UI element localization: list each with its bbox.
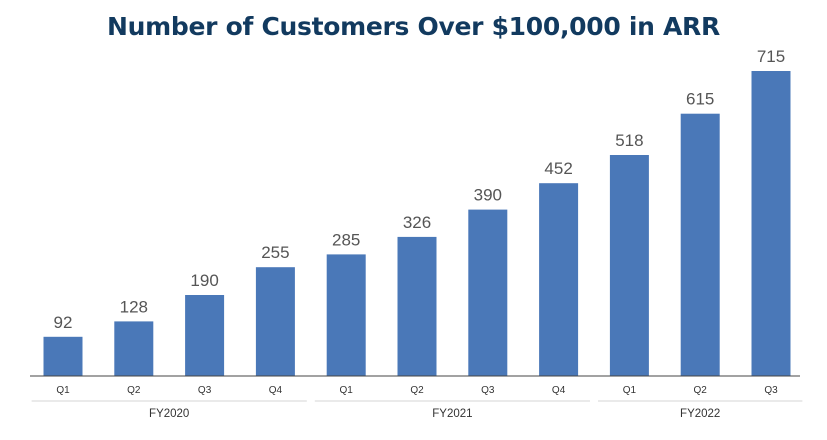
x-tick-label: Q3 bbox=[481, 385, 495, 396]
bar-value-label: 285 bbox=[332, 230, 360, 249]
bar-11 bbox=[751, 71, 791, 376]
bar-1 bbox=[43, 336, 83, 376]
bar-value-label: 255 bbox=[261, 243, 289, 262]
bar-2 bbox=[114, 321, 154, 376]
group-label: FY2021 bbox=[432, 408, 472, 420]
chart-title: Number of Customers Over $100,000 in ARR bbox=[107, 12, 720, 41]
bar-8 bbox=[539, 183, 579, 376]
x-tick-label: Q1 bbox=[56, 385, 70, 396]
x-tick-label: Q1 bbox=[340, 385, 354, 396]
bar-value-label: 390 bbox=[474, 186, 502, 205]
bar-value-label: 452 bbox=[544, 159, 572, 178]
bar-value-label: 518 bbox=[615, 131, 643, 150]
x-tick-label: Q4 bbox=[552, 385, 566, 396]
bar-value-label: 190 bbox=[190, 271, 218, 290]
bar-7 bbox=[468, 209, 508, 376]
bar-value-label: 615 bbox=[686, 90, 714, 109]
bar-10 bbox=[680, 113, 720, 376]
bar-value-label: 326 bbox=[403, 213, 431, 232]
bar-9 bbox=[609, 155, 649, 376]
value-labels-layer: 92 128 190 255 285 326 390 452 518 615 715 bbox=[54, 47, 786, 332]
bar-4 bbox=[255, 267, 295, 376]
x-tick-label: Q3 bbox=[198, 385, 212, 396]
group-label: FY2022 bbox=[680, 408, 720, 420]
group-label: FY2020 bbox=[149, 408, 189, 420]
bar-value-label: 92 bbox=[54, 313, 73, 332]
bar-value-label: 128 bbox=[120, 297, 148, 316]
bar-6 bbox=[397, 236, 437, 376]
x-tick-label: Q2 bbox=[127, 385, 141, 396]
x-tick-label: Q2 bbox=[694, 385, 708, 396]
bar-3 bbox=[185, 295, 225, 376]
x-tick-label: Q4 bbox=[269, 385, 283, 396]
x-tick-label: Q3 bbox=[764, 385, 778, 396]
bars-layer bbox=[43, 71, 791, 376]
x-tick-label: Q2 bbox=[410, 385, 424, 396]
group-labels-layer: FY2020 FY2021 FY2022 bbox=[31, 400, 803, 420]
x-tick-label: Q1 bbox=[623, 385, 637, 396]
bar-5 bbox=[326, 254, 366, 376]
bar-value-label: 715 bbox=[757, 47, 785, 66]
x-tick-labels-layer: Q1 Q2 Q3 Q4 Q1 Q2 Q3 Q4 Q1 Q2 Q3 bbox=[56, 385, 778, 396]
